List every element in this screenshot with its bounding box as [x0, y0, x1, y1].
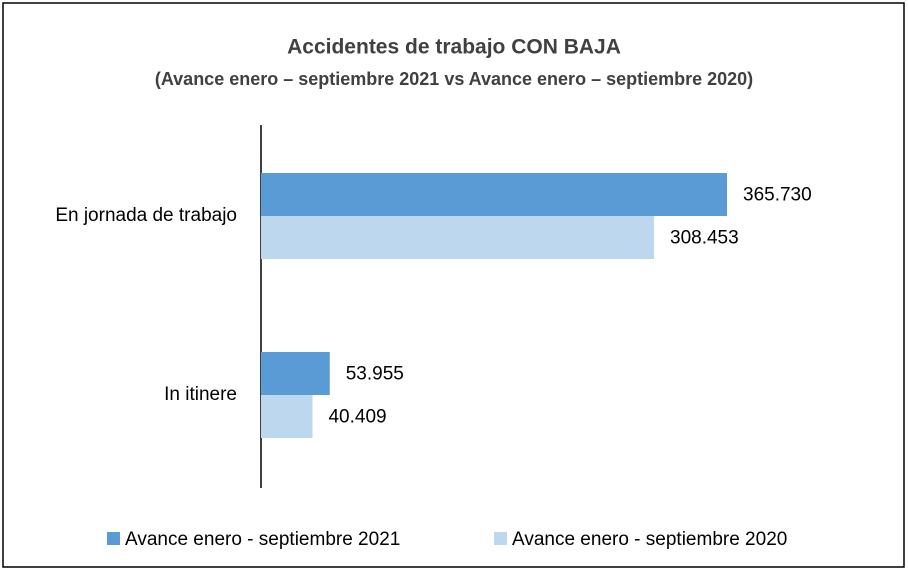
data-label: 365.730: [743, 185, 812, 206]
data-label: 53.955: [346, 364, 404, 385]
bar: [261, 173, 727, 216]
bar: [261, 352, 330, 395]
y-tick-label: En jornada de trabajo: [55, 205, 237, 226]
legend-swatch: [107, 532, 120, 545]
chart-subtitle: (Avance enero – septiembre 2021 vs Avanc…: [155, 69, 753, 89]
bar: [261, 216, 655, 259]
chart-title: Accidentes de trabajo CON BAJA: [287, 36, 621, 59]
data-label: 40.409: [328, 407, 386, 428]
legend-label: Avance enero - septiembre 2021: [125, 529, 400, 550]
legend-label: Avance enero - septiembre 2020: [512, 529, 787, 550]
data-label: 308.453: [670, 228, 739, 249]
y-tick-label: In itinere: [164, 384, 237, 405]
legend-swatch: [494, 532, 507, 545]
bar: [261, 395, 313, 438]
